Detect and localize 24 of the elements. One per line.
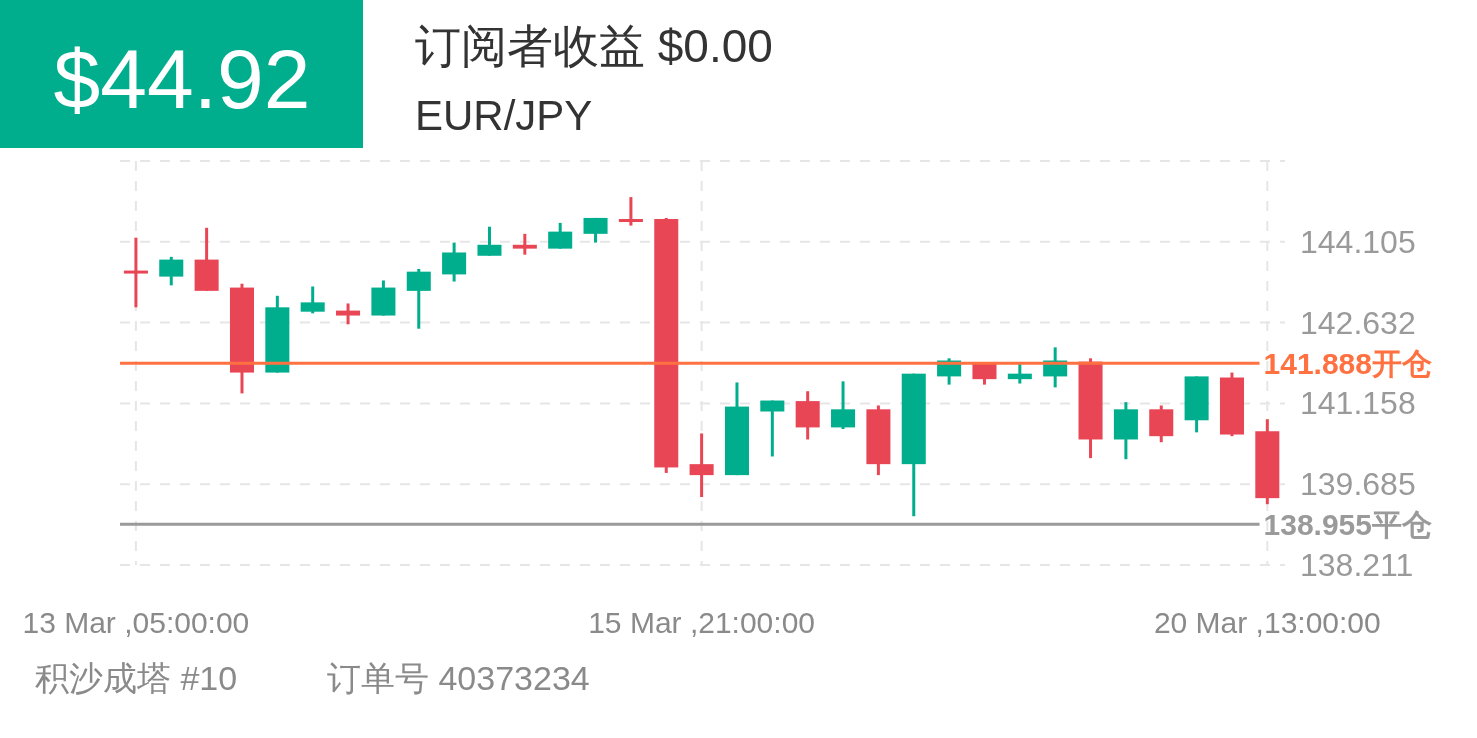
ref-line: 141.888开仓 bbox=[120, 346, 1432, 380]
candlestick bbox=[689, 433, 714, 499]
chart-title: 订阅者收益 $0.00 bbox=[415, 20, 773, 72]
candlestick bbox=[123, 237, 148, 308]
ref-line-label: 138.955平仓 bbox=[1263, 507, 1432, 541]
y-tick-label: 141.158 bbox=[1300, 385, 1416, 422]
text: 订单号 40373234 bbox=[327, 659, 590, 697]
chart-subtitle: EUR/JPY bbox=[415, 92, 593, 139]
y-tick-label: 144.105 bbox=[1300, 223, 1416, 260]
x-tick-label: 20 Mar ,13:00:00 bbox=[1153, 606, 1381, 639]
y-tick-label: 138.211 bbox=[1300, 547, 1414, 583]
candlestick bbox=[336, 303, 361, 325]
candlestick bbox=[512, 232, 537, 255]
candlestick bbox=[1007, 362, 1032, 384]
x-tick-label: 13 Mar ,05:00:00 bbox=[22, 606, 250, 639]
y-tick-label: 142.632 bbox=[1300, 304, 1416, 341]
text: $44.92 bbox=[53, 32, 311, 126]
ref-line-label: 141.888开仓 bbox=[1263, 346, 1432, 380]
x-tick-label: 15 Mar ,21:00:00 bbox=[588, 606, 816, 639]
candlestick bbox=[618, 197, 643, 226]
y-tick-label: 139.685 bbox=[1300, 466, 1416, 503]
ref-line: 138.955平仓 bbox=[120, 507, 1432, 541]
candlestick bbox=[300, 286, 325, 314]
text: 积沙成塔 #10 bbox=[35, 659, 238, 697]
